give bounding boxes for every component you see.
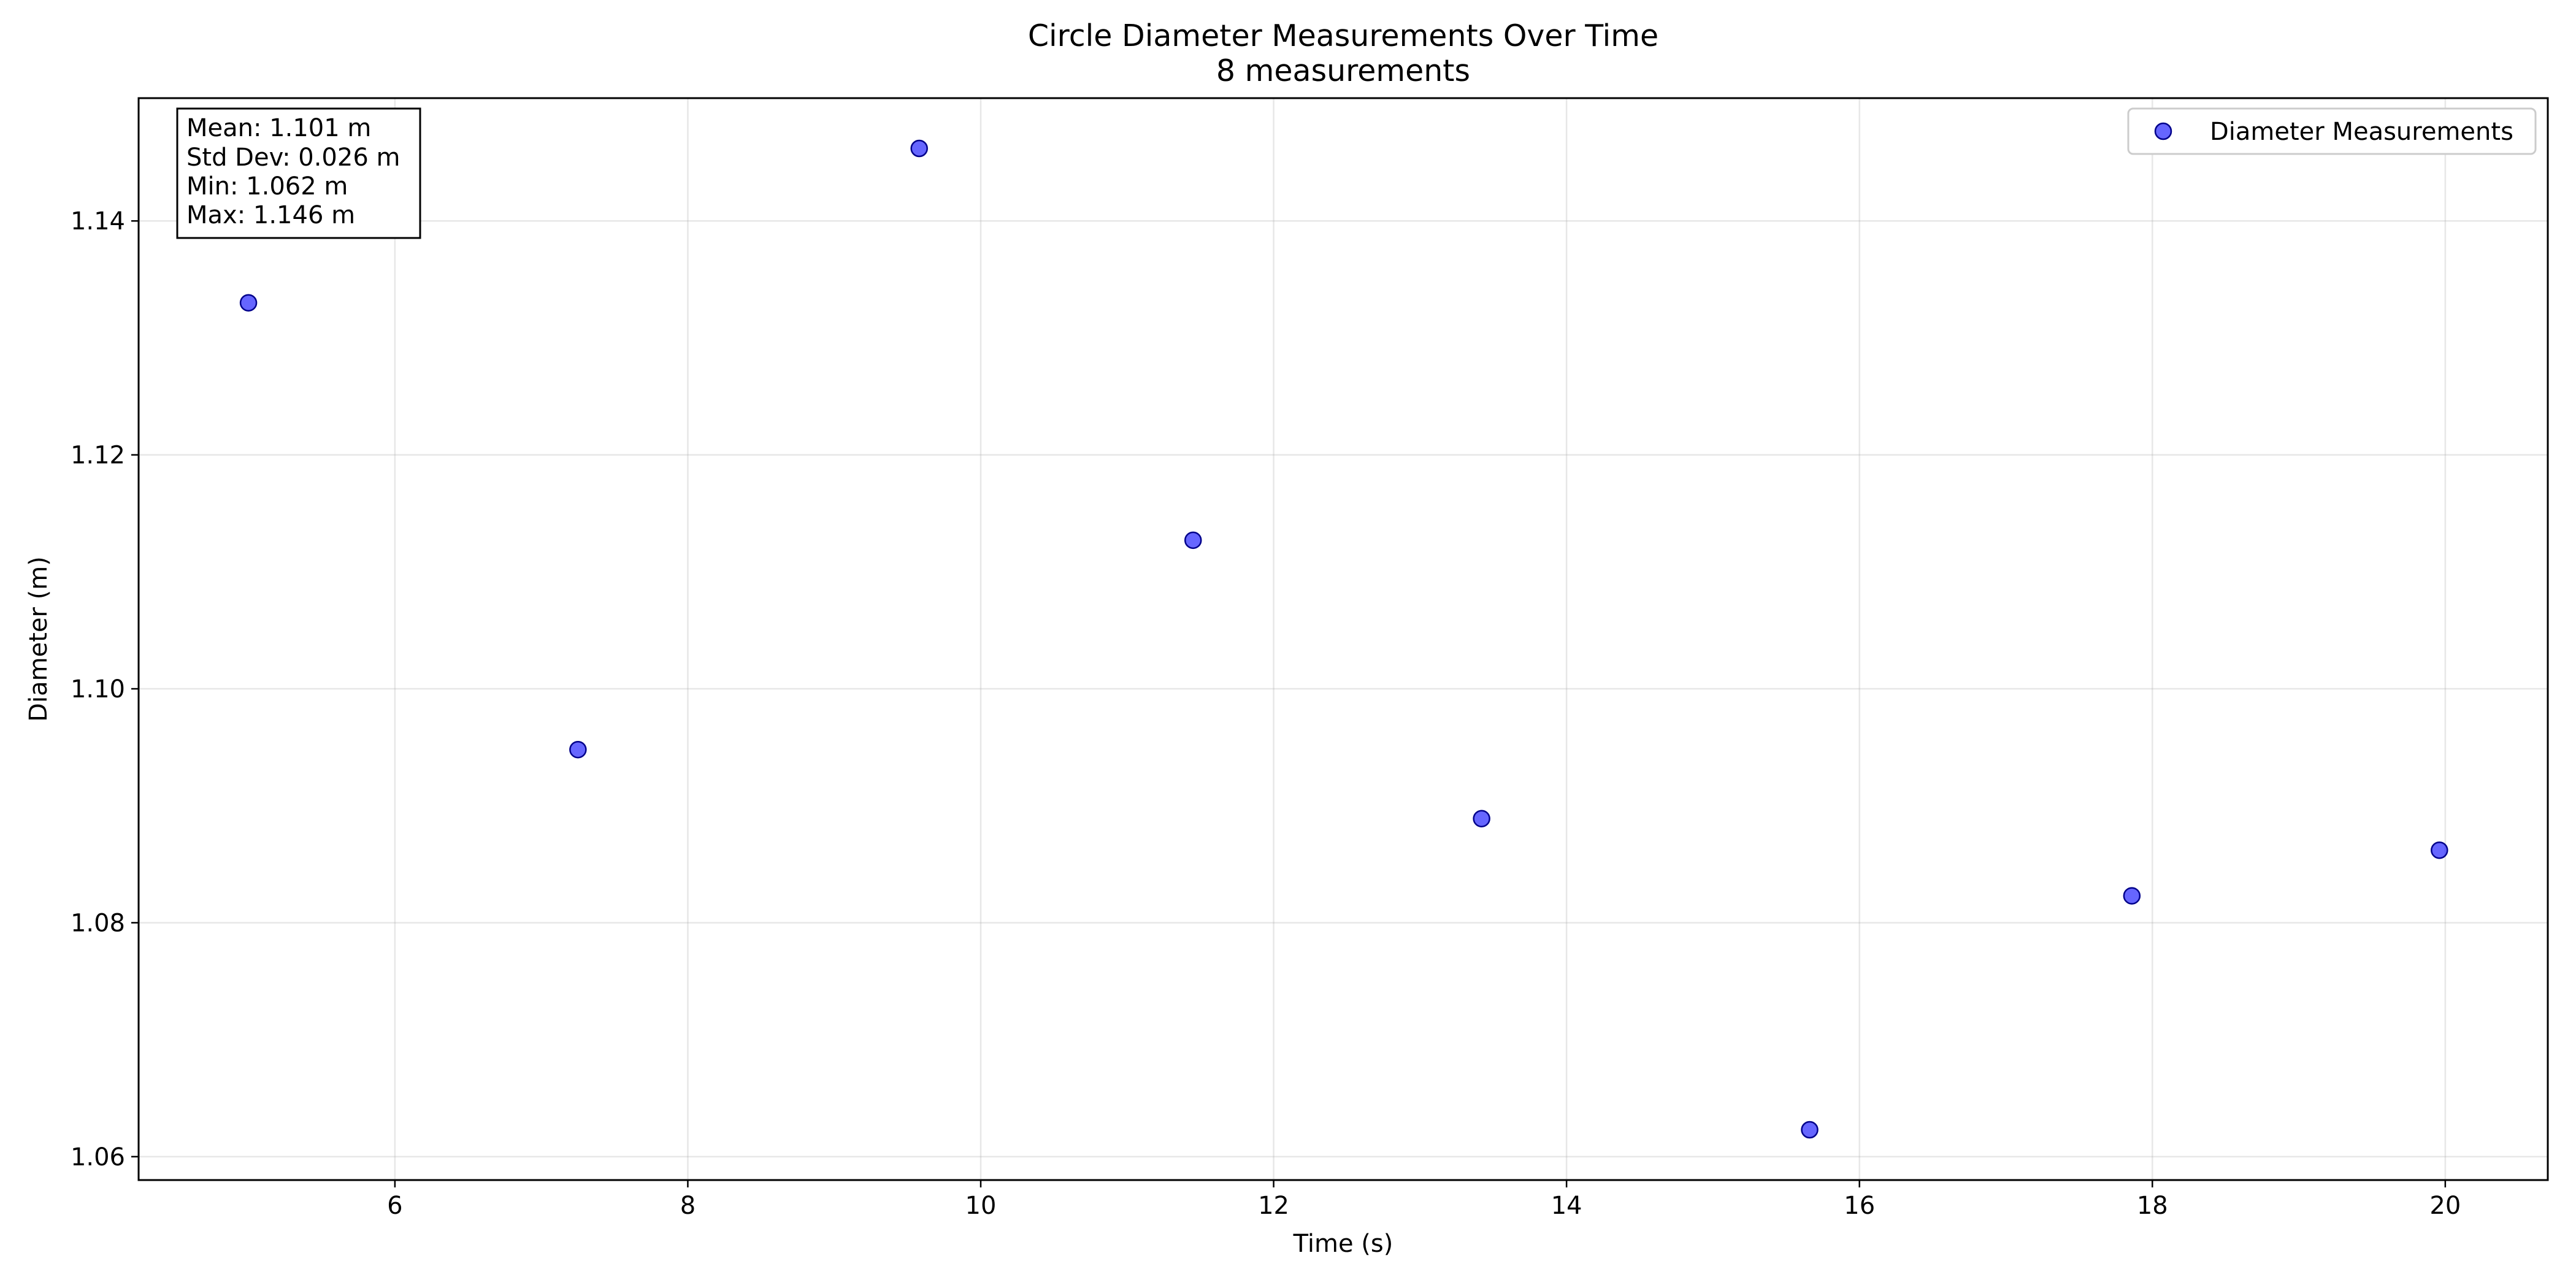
plot-frame [137, 97, 2549, 1181]
x-tick-label: 12 [1258, 1192, 1289, 1220]
legend: Diameter Measurements [2127, 107, 2537, 155]
data-point [1801, 1121, 1819, 1139]
data-point [1184, 531, 1202, 550]
x-axis-label: Time (s) [1293, 1230, 1393, 1258]
data-points [239, 139, 2448, 1139]
x-tick-label: 14 [1551, 1192, 1582, 1220]
chart-subtitle: 8 measurements [1216, 53, 1470, 88]
data-point [1473, 810, 1490, 827]
plot-area [139, 98, 2548, 1180]
y-tick-label: 1.06 [71, 1143, 125, 1171]
stats-box-frame [176, 107, 421, 239]
data-point [239, 294, 258, 312]
y-tick-label: 1.14 [71, 207, 125, 236]
x-tick-label: 10 [965, 1192, 997, 1220]
chart-title: Circle Diameter Measurements Over Time [1028, 18, 1658, 53]
data-point [569, 740, 587, 759]
x-tick-label: 16 [1844, 1192, 1875, 1220]
stats-max: Max: 1.146 m [186, 201, 355, 229]
y-axis-label: Diameter (m) [25, 556, 53, 722]
legend-label: Diameter Measurements [2210, 118, 2513, 146]
axis-ticks: 6 8 10 12 14 16 18 20 1.06 1.08 1.10 1.12 1.14 [71, 207, 2461, 1220]
x-tick-label: 18 [2137, 1192, 2168, 1220]
legend-frame [2127, 107, 2537, 155]
x-tick-label: 6 [387, 1192, 402, 1220]
x-tick-label: 20 [2429, 1192, 2461, 1220]
data-point [2123, 887, 2141, 905]
y-tick-label: 1.10 [71, 675, 125, 703]
grid-lines [139, 98, 2548, 1180]
data-point [2431, 841, 2448, 859]
stats-std-dev: Std Dev: 0.026 m [186, 144, 400, 172]
y-tick-label: 1.08 [71, 909, 125, 937]
stats-box: Mean: 1.101 m Std Dev: 0.026 m Min: 1.06… [176, 107, 421, 239]
stats-min: Min: 1.062 m [186, 172, 348, 201]
legend-marker-icon [2154, 122, 2172, 140]
data-point [910, 139, 928, 158]
stats-mean: Mean: 1.101 m [186, 114, 371, 142]
x-tick-label: 8 [680, 1192, 696, 1220]
y-tick-label: 1.12 [71, 442, 125, 470]
